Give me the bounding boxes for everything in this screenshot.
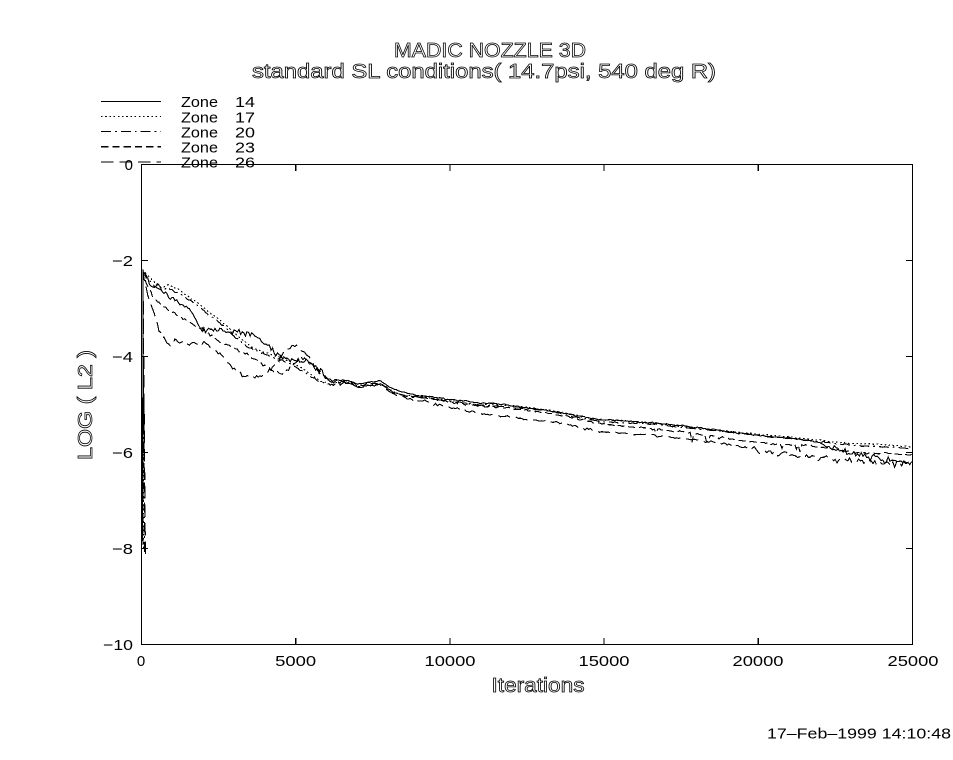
svg-text:15000: 15000 [579, 653, 630, 670]
svg-text:10000: 10000 [425, 653, 476, 670]
svg-text:−8: −8 [112, 541, 133, 558]
svg-text:20: 20 [235, 125, 255, 141]
svg-text:−10: −10 [103, 637, 133, 654]
svg-text:−2: −2 [112, 253, 133, 270]
svg-text:26: 26 [235, 156, 255, 172]
svg-text:LOG ( L2 ): LOG ( L2 ) [75, 350, 97, 460]
svg-text:−4: −4 [112, 349, 133, 366]
svg-text:Zone: Zone [181, 156, 218, 172]
svg-text:−6: −6 [112, 445, 133, 462]
svg-text:25000: 25000 [888, 653, 939, 670]
svg-text:Zone: Zone [181, 95, 218, 111]
svg-text:Zone: Zone [181, 141, 218, 157]
svg-text:14: 14 [235, 95, 255, 111]
svg-text:standard SL conditions( 14.7ps: standard SL conditions( 14.7psi, 540 deg… [252, 61, 716, 83]
svg-text:Iterations: Iterations [492, 675, 585, 697]
svg-text:Zone: Zone [181, 125, 218, 141]
svg-text:MADIC NOZZLE 3D: MADIC NOZZLE 3D [394, 40, 586, 62]
svg-text:23: 23 [235, 141, 255, 157]
svg-text:17–Feb–1999 14:10:48: 17–Feb–1999 14:10:48 [767, 726, 951, 743]
svg-text:0: 0 [137, 653, 145, 670]
svg-text:0: 0 [125, 157, 133, 174]
svg-text:17: 17 [235, 110, 255, 126]
svg-text:Zone: Zone [181, 110, 218, 126]
svg-text:5000: 5000 [275, 653, 316, 670]
svg-text:20000: 20000 [733, 653, 784, 670]
